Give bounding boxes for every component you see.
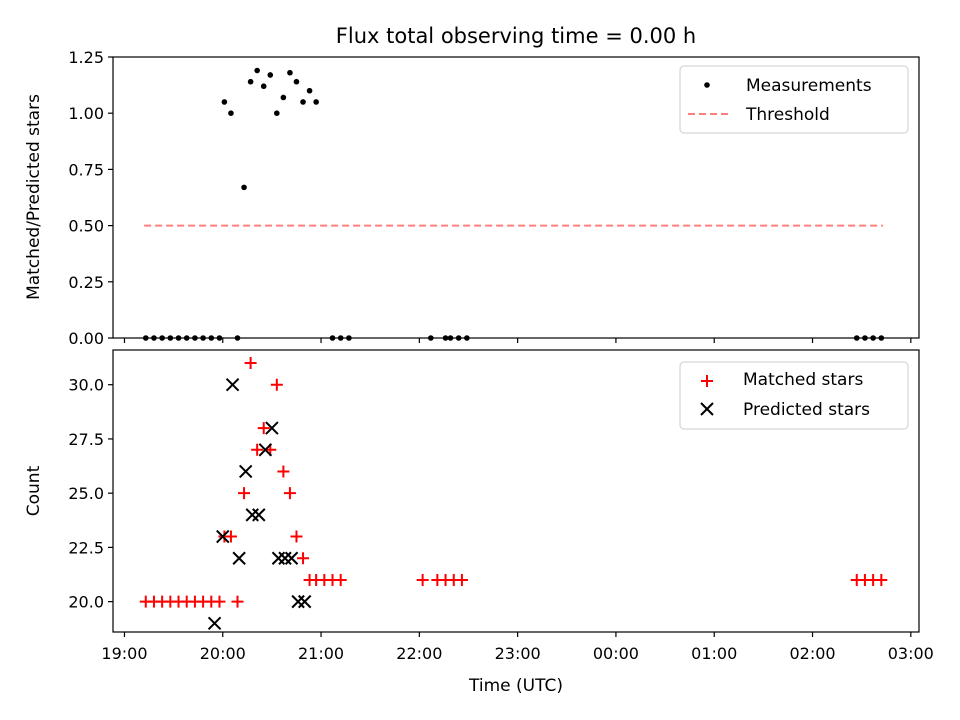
- point-measurements: [280, 94, 287, 101]
- point-matched-stars: [283, 487, 296, 500]
- top-axis-ticks: 0.00 0.25 0.50 0.75 1.00 1.25: [68, 48, 912, 348]
- bottom-y-tick-label: 25.0: [68, 484, 104, 503]
- top-y-tick-label: 0.50: [68, 217, 104, 236]
- top-y-tick-label: 1.25: [68, 48, 104, 67]
- legend-label-predicted-stars: Predicted stars: [743, 400, 870, 420]
- point-predicted-stars: [238, 464, 253, 479]
- top-axes-frame: [112, 56, 920, 339]
- point-measurements: [274, 110, 280, 116]
- point-predicted-stars: [284, 551, 299, 565]
- point-measurements: [313, 99, 319, 105]
- top-y-tick-label: 0.00: [68, 329, 104, 348]
- point-measurements: [221, 99, 228, 105]
- bottom-panel: Count Time (UTC) 20.0 22.5 25.0 27.5 30.0 19:…: [24, 349, 934, 696]
- bottom-x-tick-label: 02:00: [789, 644, 835, 663]
- top-y-tick-label: 1.00: [68, 104, 104, 123]
- point-matched-stars: [290, 530, 303, 543]
- point-predicted-stars: [225, 378, 240, 392]
- bottom-x-axis-label: Time (UTC): [468, 676, 563, 696]
- bottom-plot-area: [139, 357, 888, 631]
- bottom-y-tick-label: 20.0: [68, 593, 104, 612]
- point-predicted-stars: [232, 551, 246, 565]
- bottom-y-tick-label: 27.5: [68, 430, 104, 449]
- bottom-y-axis-label: Count: [24, 465, 44, 516]
- point-matched-stars: [251, 443, 264, 456]
- point-measurements: [260, 83, 267, 90]
- point-predicted-stars: [271, 551, 286, 565]
- point-predicted-stars: [207, 616, 222, 631]
- point-measurements: [247, 78, 254, 85]
- point-measurements: [300, 99, 306, 105]
- legend-marker-measurements: [704, 82, 710, 88]
- top-legend-box: [679, 65, 909, 134]
- chart-title: Flux total observing time = 0.00 h: [336, 24, 696, 48]
- bottom-legend-box: [679, 361, 909, 430]
- point-measurements: [241, 184, 247, 191]
- point-predicted-stars: [258, 443, 273, 457]
- legend-label-matched-stars: Matched stars: [743, 370, 863, 390]
- top-y-tick-label: 0.25: [68, 273, 104, 292]
- point-matched-stars: [270, 378, 283, 391]
- bottom-x-tick-label: 22:00: [396, 644, 442, 663]
- point-matched-stars: [238, 487, 251, 500]
- point-measurements: [293, 78, 300, 85]
- top-y-axis-label: Matched/Predicted stars: [24, 94, 44, 300]
- top-legend: Measurements Threshold: [679, 65, 909, 134]
- bottom-legend: Matched stars Predicted stars: [679, 361, 909, 430]
- point-matched-stars: [213, 595, 226, 608]
- bottom-axes-frame: [112, 349, 920, 633]
- point-predicted-stars: [291, 594, 305, 609]
- point-matched-stars: [416, 573, 429, 586]
- point-measurements: [287, 69, 293, 76]
- point-matched-stars: [224, 530, 237, 543]
- point-measurements: [254, 67, 260, 74]
- bottom-axis-ticks: 20.0 22.5 25.0 27.5 30.0 19:00 20:00 21:00 22:00…: [68, 376, 933, 663]
- legend-marker-predicted-stars: [700, 402, 714, 416]
- bottom-y-tick-label: 22.5: [68, 538, 104, 557]
- bottom-y-tick-label: 30.0: [68, 376, 104, 395]
- legend-label-measurements: Measurements: [746, 76, 872, 96]
- point-predicted-stars: [278, 551, 292, 565]
- bottom-x-tick-label: 03:00: [888, 644, 934, 663]
- point-measurements: [228, 110, 234, 116]
- point-matched-stars: [334, 573, 347, 586]
- bottom-x-tick-label: 01:00: [691, 644, 737, 663]
- point-predicted-stars: [245, 508, 259, 522]
- legend-label-threshold: Threshold: [745, 105, 830, 125]
- point-matched-stars: [231, 595, 244, 608]
- bottom-x-tick-label: 23:00: [495, 644, 541, 663]
- point-measurements: [306, 87, 313, 94]
- point-matched-stars: [455, 573, 468, 586]
- bottom-x-tick-label: 21:00: [298, 644, 344, 663]
- point-predicted-stars: [297, 594, 312, 609]
- point-matched-stars: [277, 465, 290, 478]
- bottom-x-tick-label: 19:00: [101, 644, 147, 663]
- point-predicted-stars: [216, 529, 230, 544]
- legend-marker-matched-stars: [701, 375, 713, 387]
- point-matched-stars: [257, 422, 270, 435]
- top-panel: Flux total observing time = 0.00 h Match…: [24, 24, 920, 348]
- top-y-tick-label: 0.75: [68, 160, 104, 179]
- point-predicted-stars: [252, 508, 266, 522]
- point-measurements: [267, 72, 274, 78]
- point-matched-stars: [297, 552, 310, 565]
- bottom-x-tick-label: 20:00: [200, 644, 246, 663]
- point-matched-stars: [875, 573, 888, 586]
- bottom-x-tick-label: 00:00: [593, 644, 639, 663]
- point-matched-stars: [244, 357, 257, 370]
- point-predicted-stars: [265, 421, 279, 435]
